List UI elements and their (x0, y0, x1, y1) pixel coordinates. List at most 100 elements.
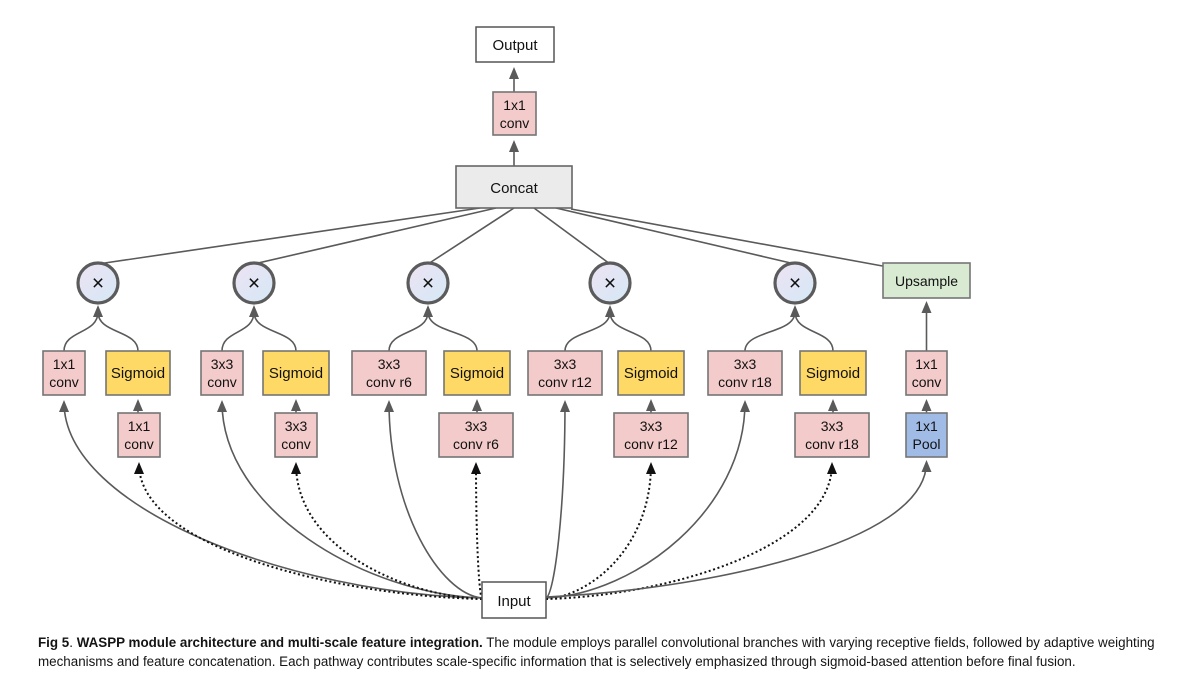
conv-box-rect (351, 350, 427, 396)
concat-node-label: Concat (490, 180, 538, 197)
pre-conv-box-rect (794, 412, 870, 458)
input-to-conv-edge (59, 400, 483, 599)
input-to-preconv-edge-dotted (545, 462, 837, 600)
figure-caption: Fig 5. WASPP module architecture and mul… (38, 634, 1156, 671)
conv-box-label-line2: conv (207, 374, 237, 390)
conv-box-label-line1: 1x1 (53, 356, 76, 372)
pool-box-label-line2: Pool (912, 436, 940, 452)
sigmoid-to-multiply-edge (794, 311, 834, 352)
sigmoid-box-label: Sigmoid (111, 365, 165, 382)
multiply-icon: × (604, 272, 616, 295)
multiply-icon: × (422, 272, 434, 295)
input-to-preconv-edge-dotted (545, 462, 656, 600)
input-to-preconv-edge-dotted (471, 462, 483, 600)
top-conv-node-rect (492, 91, 537, 136)
conv-box-label-line1: 3x3 (211, 356, 234, 372)
multiply-to-concat-edge (427, 207, 515, 265)
conv-to-multiply-edge (388, 311, 429, 352)
caption-fig-label: Fig 5 (38, 635, 70, 650)
sigmoid-box-rect (105, 350, 171, 396)
sigmoid-box-rect (443, 350, 511, 396)
conv-to-multiply-edge (63, 311, 99, 352)
top-conv-node-label-line1: 1x1 (503, 97, 526, 113)
multiply-node (773, 261, 817, 305)
pre-conv-box-label-line1: 3x3 (465, 418, 488, 434)
input-to-pool-edge (545, 460, 932, 598)
conv-box-label-line1: 3x3 (554, 356, 577, 372)
input-node-rect (481, 581, 547, 619)
pre-conv-box-rect (117, 412, 161, 458)
conv-to-multiply-edge (221, 311, 255, 352)
pre-conv-box-label-line1: 3x3 (821, 418, 844, 434)
sigmoid-to-multiply-edge (97, 311, 139, 352)
conv-box-rect (200, 350, 244, 396)
multiply-node (76, 261, 120, 305)
multiply-to-concat-edge (253, 207, 497, 265)
pre-conv-box-label-line2: conv r6 (453, 436, 499, 452)
multiply-icon: × (248, 272, 260, 295)
conv-box-rect (707, 350, 783, 396)
input-to-conv-edge (384, 400, 483, 599)
input-to-conv-edge (545, 400, 570, 599)
pre-conv-box-label-line1: 3x3 (640, 418, 663, 434)
conv-box-label-line2: conv r6 (366, 374, 412, 390)
pre-conv-box-label-line2: conv r12 (624, 436, 678, 452)
sigmoid-box-label: Sigmoid (450, 365, 504, 382)
pool-branch-conv-label-line1: 1x1 (915, 356, 938, 372)
input-to-preconv-edge-dotted (291, 462, 483, 600)
output-node-rect (475, 26, 555, 63)
conv-to-multiply-edge (564, 311, 611, 352)
conv-box-label-line2: conv (49, 374, 79, 390)
pool-box-rect (905, 412, 948, 458)
multiply-node (406, 261, 450, 305)
pre-conv-box-label-line2: conv (124, 436, 154, 452)
pre-conv-box-rect (274, 412, 318, 458)
input-to-conv-edge (217, 400, 483, 599)
pool-branch-conv-label-line2: conv (912, 374, 942, 390)
sigmoid-box-rect (617, 350, 685, 396)
multiply-icon: × (789, 272, 801, 295)
pool-box-label-line1: 1x1 (915, 418, 938, 434)
input-node-label: Input (497, 593, 531, 610)
input-to-preconv-edge-dotted (134, 462, 483, 600)
pre-conv-box-label-line1: 3x3 (285, 418, 308, 434)
pre-conv-box-rect (613, 412, 689, 458)
conv-box-label-line2: conv r12 (538, 374, 592, 390)
input-to-conv-edge (545, 400, 750, 599)
multiply-icon: × (92, 272, 104, 295)
multiply-to-concat-edge (533, 207, 611, 265)
conv-box-rect (527, 350, 603, 396)
sigmoid-to-multiply-edge (253, 311, 297, 352)
pre-conv-box-label-line2: conv r18 (805, 436, 859, 452)
conv-to-multiply-edge (744, 311, 796, 352)
conv-box-label-line1: 3x3 (734, 356, 757, 372)
sigmoid-box-label: Sigmoid (269, 365, 323, 382)
caption-body: The module employs parallel convolutiona… (38, 635, 1155, 669)
multiply-node (232, 261, 276, 305)
upsample-node-rect (882, 262, 971, 299)
multiply-node (588, 261, 632, 305)
pre-conv-box-label-line1: 1x1 (128, 418, 151, 434)
pre-conv-box-rect (438, 412, 514, 458)
sigmoid-box-rect (799, 350, 867, 396)
sigmoid-box-rect (262, 350, 330, 396)
sigmoid-to-multiply-edge (609, 311, 652, 352)
conv-box-rect (42, 350, 86, 396)
conv-box-label-line1: 3x3 (378, 356, 401, 372)
upsample-node-label: Upsample (895, 273, 958, 289)
top-conv-node-label-line2: conv (500, 115, 530, 131)
pre-conv-box-label-line2: conv (281, 436, 311, 452)
multiply-to-concat-edge (555, 207, 796, 265)
conv-box-label-line2: conv r18 (718, 374, 772, 390)
concat-node-rect (455, 165, 573, 209)
waspp-architecture-diagram: Output 1x1 conv Concat Upsample Input × × × × × 1x1… (42, 26, 971, 619)
sigmoid-box-label: Sigmoid (806, 365, 860, 382)
pool-branch-conv-rect (905, 350, 948, 396)
sigmoid-box-label: Sigmoid (624, 365, 678, 382)
caption-title: WASPP module architecture and multi-scal… (76, 635, 483, 650)
upsample-to-concat-edge (570, 208, 889, 268)
multiply-to-concat-edge (97, 207, 481, 265)
sigmoid-to-multiply-edge (427, 311, 478, 352)
output-node-label: Output (492, 37, 538, 54)
